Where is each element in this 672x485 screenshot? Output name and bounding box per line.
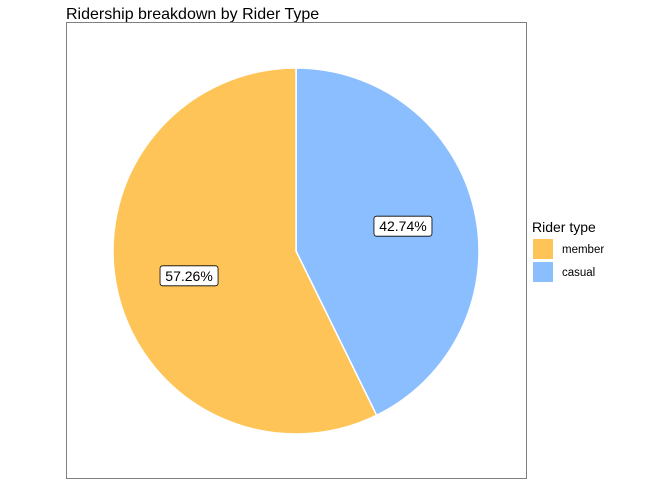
legend-key-member (533, 239, 553, 259)
pie-slice-labels: 42.74% 57.26% (159, 215, 433, 287)
legend-label-member: member (562, 244, 604, 256)
slice-label-member: 57.26% (159, 265, 219, 287)
slice-label-text-casual: 42.74% (379, 218, 426, 234)
slice-label-casual: 42.74% (373, 215, 433, 237)
pie-slice-member (112, 67, 378, 435)
slice-label-box-member (159, 265, 219, 287)
legend-title: Rider type (532, 219, 596, 235)
pie-slices (112, 67, 480, 435)
chart-title: Ridership breakdown by Rider Type (66, 6, 319, 23)
slice-label-box-casual (373, 215, 433, 237)
legend-key-casual (533, 262, 553, 282)
legend: Rider type member casual (532, 219, 604, 282)
legend-label-casual: casual (562, 267, 595, 279)
legend-items: member casual (533, 239, 604, 282)
slice-label-text-member: 57.26% (165, 268, 212, 284)
pie-slice-casual (295, 67, 480, 417)
